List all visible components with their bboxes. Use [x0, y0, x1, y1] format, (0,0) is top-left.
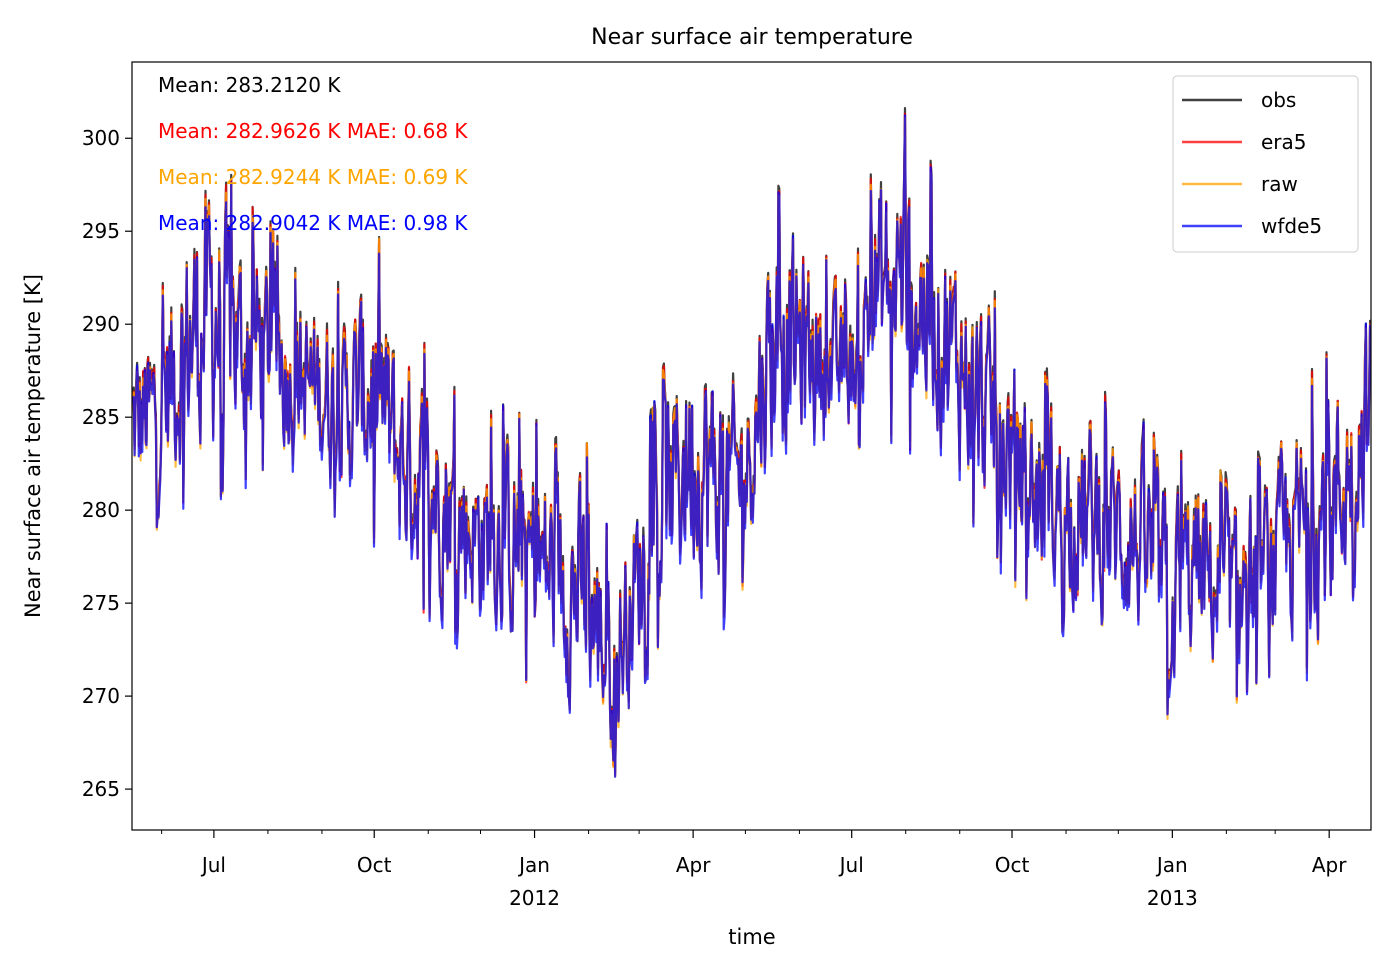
- x-tick-label: Oct: [995, 853, 1030, 877]
- x-tick-label: Apr: [676, 853, 711, 877]
- y-tick-label: 265: [82, 777, 120, 801]
- y-tick-label: 290: [82, 312, 120, 336]
- legend: obs era5 raw wfde5: [1172, 75, 1359, 253]
- series-line-wfde5: [132, 114, 1371, 778]
- y-tick-label: 295: [82, 219, 120, 243]
- y-tick-label: 275: [82, 591, 120, 615]
- x-tick-label: Jul: [838, 853, 864, 877]
- legend-label: era5: [1261, 130, 1307, 154]
- stats-annotations: Mean: 283.2120 K Mean: 282.9626 K MAE: 0.…: [158, 73, 468, 235]
- x-tick-label: Apr: [1312, 853, 1347, 877]
- x-tick-year-label: 2012: [509, 886, 560, 910]
- y-tick-label: 285: [82, 405, 120, 429]
- legend-label: raw: [1261, 172, 1298, 196]
- x-tick-label: Oct: [357, 853, 392, 877]
- x-tick-label: Jul: [200, 853, 226, 877]
- plot-frame: [131, 61, 1372, 831]
- chart-title: Near surface air temperature: [591, 25, 913, 50]
- x-axis-label: time: [728, 925, 775, 949]
- stats-annotation: Mean: 282.9626 K MAE: 0.68 K: [158, 119, 468, 143]
- x-tick-year-label: 2013: [1147, 886, 1198, 910]
- x-tick-label: Jan: [1155, 853, 1188, 877]
- y-tick-label: 300: [82, 126, 120, 150]
- tick-labels: 265 270 275 280 285 290 295 300 Jul Oct Jan 2012 Apr…: [82, 126, 1347, 910]
- x-tick-label: Jan: [517, 853, 550, 877]
- legend-label: wfde5: [1261, 214, 1322, 238]
- y-tick-label: 280: [82, 498, 120, 522]
- legend-label: obs: [1261, 88, 1296, 112]
- stats-annotation: Mean: 283.2120 K: [158, 73, 341, 97]
- y-axis-label: Near surface air temperature [K]: [21, 274, 45, 618]
- legend-frame: [1172, 75, 1359, 253]
- y-tick-label: 270: [82, 684, 120, 708]
- stats-annotation: Mean: 282.9244 K MAE: 0.69 K: [158, 165, 468, 189]
- stats-annotation: Mean: 282.9042 K MAE: 0.98 K: [158, 211, 468, 235]
- series-lines: [132, 107, 1371, 778]
